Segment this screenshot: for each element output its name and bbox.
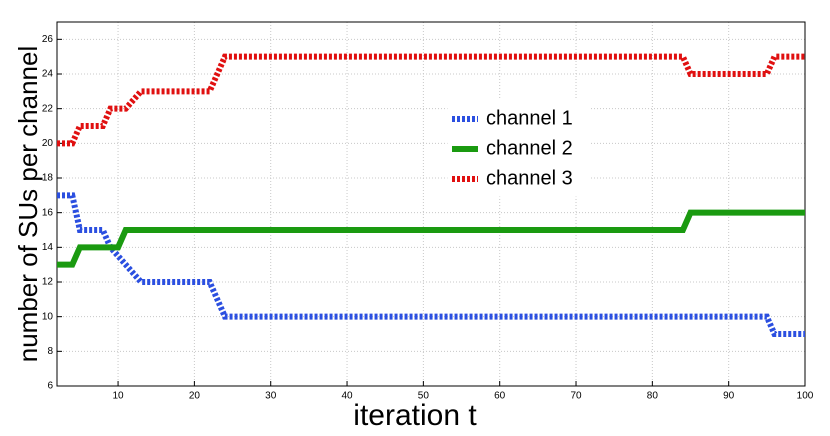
y-tick-label: 20 bbox=[42, 138, 54, 149]
series-line bbox=[57, 53, 805, 147]
legend-label: channel 1 bbox=[486, 107, 573, 129]
legend-label: channel 2 bbox=[486, 137, 573, 159]
y-tick-label: 24 bbox=[42, 69, 54, 80]
y-tick-label: 12 bbox=[42, 277, 54, 288]
legend-label: channel 3 bbox=[486, 167, 573, 189]
plot-frame bbox=[56, 21, 806, 387]
x-axis-label: iteration t bbox=[353, 399, 477, 432]
series-line bbox=[57, 192, 805, 337]
x-tick-label: 60 bbox=[494, 391, 506, 402]
x-tick-label: 90 bbox=[723, 391, 735, 402]
y-tick-label: 16 bbox=[42, 207, 54, 218]
series-line bbox=[57, 209, 805, 268]
x-tick-label: 80 bbox=[647, 391, 659, 402]
y-tick-label: 18 bbox=[42, 173, 54, 184]
y-tick-label: 8 bbox=[47, 346, 53, 357]
x-tick-label: 20 bbox=[189, 391, 201, 402]
x-tick-label: 50 bbox=[418, 391, 430, 402]
y-axis-label: number of SUs per channel bbox=[13, 46, 43, 363]
x-tick-label: 40 bbox=[341, 391, 353, 402]
y-tick-label: 10 bbox=[42, 311, 54, 322]
y-tick-label: 26 bbox=[42, 34, 54, 45]
x-tick-label: 100 bbox=[797, 391, 814, 402]
y-tick-label: 22 bbox=[42, 103, 54, 114]
x-tick-label: 70 bbox=[570, 391, 582, 402]
x-tick-label: 10 bbox=[112, 391, 124, 402]
y-tick-label: 6 bbox=[47, 381, 53, 392]
y-tick-label: 14 bbox=[42, 242, 54, 253]
x-tick-label: 30 bbox=[265, 391, 277, 402]
